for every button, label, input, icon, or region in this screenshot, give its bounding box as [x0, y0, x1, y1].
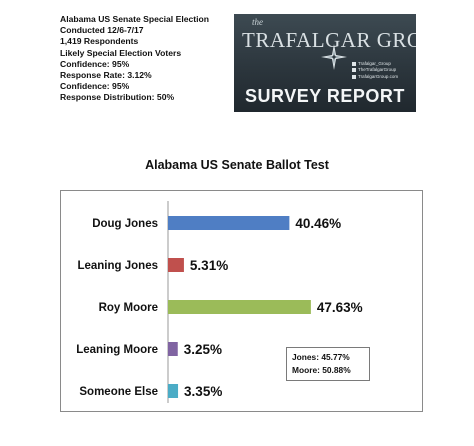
bar	[168, 300, 311, 314]
summary-jones: Jones: 45.77%	[292, 352, 350, 362]
bar	[168, 384, 179, 398]
value-label: 3.25%	[184, 342, 222, 357]
poll-info-title: Alabama US Senate Special Election	[60, 14, 210, 24]
value-label: 47.63%	[317, 300, 363, 315]
chart-title: Alabama US Senate Ballot Test	[145, 158, 329, 172]
summary-box: Jones: 45.77% Moore: 50.88%	[286, 347, 370, 381]
bar	[168, 216, 290, 230]
facebook-label: TheTrafalgarGroup	[358, 67, 397, 73]
poll-info-voters: Likely Special Election Voters	[60, 47, 182, 58]
category-label: Leaning Moore	[76, 344, 158, 356]
poll-info-distribution: Response Distribution: 50%	[60, 92, 175, 103]
website: TrafalgarGroup.com	[352, 74, 398, 80]
value-label: 3.35%	[184, 384, 222, 399]
compass-rose-icon	[321, 44, 347, 70]
logo-brand: TRAFALGAR GROUP	[242, 28, 416, 52]
poll-info-confidence-2: Confidence: 95%	[60, 81, 130, 92]
bar	[168, 258, 184, 272]
trafalgar-logo: the TRAFALGAR GROUP Trafalgar_Group TheT…	[234, 14, 416, 112]
logo-the: the	[252, 17, 263, 27]
category-label: Doug Jones	[92, 218, 158, 230]
poll-info-confidence: Confidence: 95%	[60, 58, 130, 69]
facebook-icon	[352, 68, 356, 73]
category-label: Someone Else	[79, 386, 158, 398]
bar-chart: Doug Jones 40.46% Leaning Jones 5.31% Roy Mo…	[76, 201, 363, 403]
category-label: Roy Moore	[99, 302, 158, 314]
category-label: Leaning Jones	[77, 260, 158, 272]
poll-info: Alabama US Senate Special Election Condu…	[60, 14, 209, 104]
bar	[168, 342, 178, 356]
facebook-handle: TheTrafalgarGroup	[352, 67, 398, 73]
web-icon	[352, 74, 356, 79]
poll-info-dates: Conducted 12/6-7/17	[60, 25, 144, 36]
twitter-icon	[352, 61, 356, 66]
twitter-handle: Trafalgar_Group	[352, 61, 398, 67]
poll-info-respondents: 1,419 Respondents	[60, 36, 139, 47]
website-label: TrafalgarGroup.com	[358, 73, 399, 79]
value-label: 40.46%	[295, 216, 341, 231]
value-label: 5.31%	[190, 258, 228, 273]
logo-survey-report: SURVEY REPORT	[245, 86, 405, 106]
poll-info-response-rate: Response Rate: 3.12%	[60, 70, 152, 81]
twitter-label: Trafalgar_Group	[358, 61, 391, 66]
chart-frame: Doug Jones 40.46% Leaning Jones 5.31% Roy Mo…	[60, 190, 423, 412]
summary-moore: Moore: 50.88%	[292, 365, 351, 375]
logo-social: Trafalgar_Group TheTrafalgarGroup Trafal…	[352, 61, 398, 80]
